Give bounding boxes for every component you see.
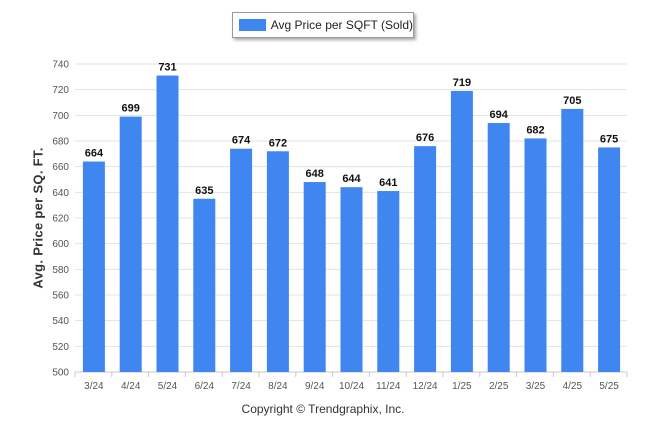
data-label: 664 bbox=[85, 148, 104, 160]
bar bbox=[230, 148, 253, 372]
bar bbox=[414, 146, 437, 372]
data-label: 635 bbox=[195, 185, 213, 197]
bar bbox=[561, 108, 584, 373]
y-tick-label: 680 bbox=[52, 137, 69, 148]
x-tick-label: 2/25 bbox=[489, 381, 509, 392]
bar bbox=[340, 187, 363, 372]
y-axis-title: Avg. Price per SQ. FT. bbox=[30, 147, 46, 289]
x-tick-label: 4/24 bbox=[121, 381, 141, 392]
x-tick-label: 10/24 bbox=[339, 381, 364, 392]
legend-label: Avg Price per SQFT (Sold) bbox=[270, 18, 413, 32]
x-tick-label: 6/24 bbox=[195, 381, 215, 392]
bar bbox=[598, 147, 621, 372]
y-tick-label: 580 bbox=[52, 265, 69, 276]
data-label: 676 bbox=[416, 132, 434, 144]
data-label: 675 bbox=[600, 133, 618, 145]
x-tick-label: 12/24 bbox=[413, 381, 438, 392]
legend: Avg Price per SQFT (Sold) bbox=[232, 12, 414, 38]
legend-swatch bbox=[239, 19, 266, 31]
bar bbox=[524, 138, 547, 372]
data-label: 648 bbox=[306, 168, 324, 180]
data-label: 694 bbox=[490, 109, 509, 121]
data-label: 705 bbox=[563, 95, 581, 107]
x-tick-label: 5/25 bbox=[599, 381, 619, 392]
x-tick-label: 9/24 bbox=[305, 381, 325, 392]
data-label: 699 bbox=[122, 103, 140, 115]
x-tick-label: 11/24 bbox=[376, 381, 401, 392]
bar bbox=[119, 116, 142, 372]
data-label: 644 bbox=[342, 173, 361, 185]
x-tick-label: 1/25 bbox=[452, 381, 472, 392]
y-tick-label: 600 bbox=[52, 239, 69, 250]
bar bbox=[193, 198, 216, 372]
bar bbox=[303, 182, 326, 372]
bar bbox=[82, 161, 105, 372]
bar bbox=[377, 191, 400, 372]
x-tick-label: 3/25 bbox=[526, 381, 546, 392]
bar bbox=[156, 75, 179, 373]
bar bbox=[266, 151, 289, 372]
x-tick-label: 7/24 bbox=[231, 381, 251, 392]
y-tick-label: 540 bbox=[52, 316, 69, 327]
data-label: 731 bbox=[158, 62, 176, 74]
y-tick-label: 700 bbox=[52, 111, 69, 122]
x-tick-label: 8/24 bbox=[268, 381, 288, 392]
data-label: 719 bbox=[453, 77, 471, 89]
bar bbox=[450, 90, 473, 372]
y-tick-label: 500 bbox=[52, 368, 69, 379]
y-tick-label: 560 bbox=[52, 291, 69, 302]
copyright-text: Copyright © Trendgraphix, Inc. bbox=[241, 402, 405, 416]
y-tick-label: 660 bbox=[52, 162, 69, 173]
data-label: 674 bbox=[232, 135, 251, 147]
x-tick-label: 4/25 bbox=[563, 381, 583, 392]
data-label: 672 bbox=[269, 137, 287, 149]
x-tick-label: 5/24 bbox=[158, 381, 178, 392]
y-tick-label: 640 bbox=[52, 188, 69, 199]
data-label: 682 bbox=[526, 124, 544, 136]
y-tick-label: 520 bbox=[52, 342, 69, 353]
y-tick-label: 740 bbox=[52, 60, 69, 71]
bar bbox=[487, 123, 510, 373]
data-label: 641 bbox=[379, 177, 397, 189]
x-tick-label: 3/24 bbox=[84, 381, 104, 392]
y-tick-label: 620 bbox=[52, 214, 69, 225]
y-tick-label: 720 bbox=[52, 85, 69, 96]
